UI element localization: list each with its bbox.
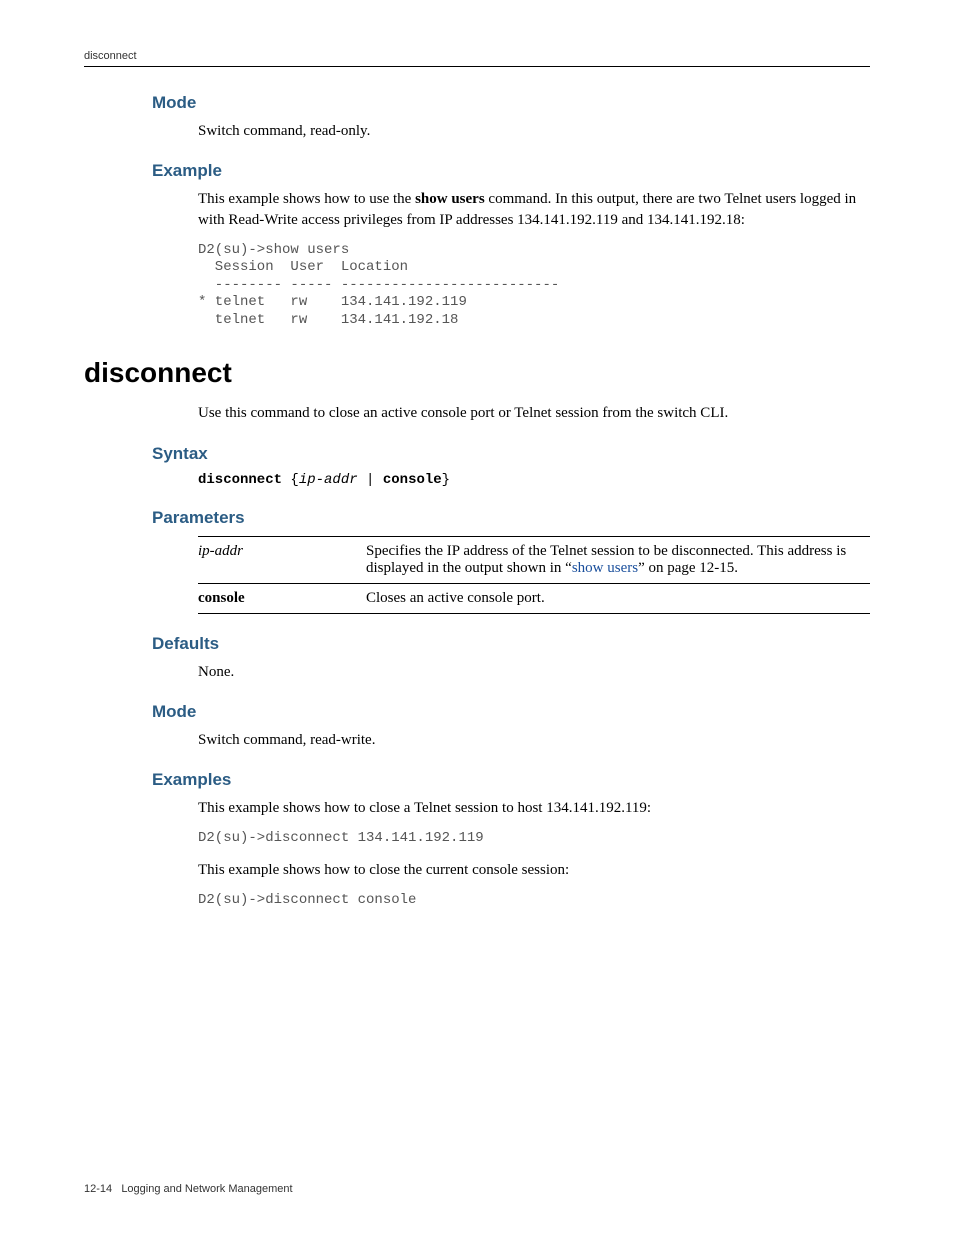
disconnect-intro: Use this command to close an active cons…	[198, 403, 870, 423]
example-intro: This example shows how to use the show u…	[198, 189, 870, 230]
header-title: disconnect	[84, 50, 137, 62]
syntax-brace-close: }	[442, 472, 450, 488]
param-name-1: ip-addr	[198, 543, 243, 559]
example-intro-bold: show users	[415, 191, 485, 207]
syntax-arg: ip-addr	[299, 472, 358, 488]
page-header: disconnect	[84, 50, 870, 67]
example-heading: Example	[152, 161, 870, 181]
param-name-2: console	[198, 590, 245, 606]
mode-text-1: Switch command, read-only.	[198, 121, 870, 141]
syntax-line: disconnect {ip-addr | console}	[198, 472, 870, 488]
examples-heading: Examples	[152, 770, 870, 790]
param-desc-1-post: ” on page 12-15.	[638, 560, 738, 576]
parameters-table: ip-addr Specifies the IP address of the …	[198, 536, 870, 614]
footer-page: 12-14	[84, 1183, 112, 1195]
syntax-pipe: |	[358, 472, 383, 488]
table-row: ip-addr Specifies the IP address of the …	[198, 536, 870, 583]
mode-heading-2: Mode	[152, 702, 870, 722]
param-desc-1: Specifies the IP address of the Telnet s…	[366, 536, 870, 583]
page-footer: 12-14 Logging and Network Management	[84, 1183, 293, 1195]
syntax-brace-open: {	[282, 472, 299, 488]
defaults-heading: Defaults	[152, 634, 870, 654]
mode-text-2: Switch command, read-write.	[198, 730, 870, 750]
syntax-cmd: disconnect	[198, 472, 282, 488]
example-1-text: This example shows how to close a Telnet…	[198, 798, 870, 818]
disconnect-heading: disconnect	[84, 357, 870, 389]
example-intro-pre: This example shows how to use the	[198, 191, 415, 207]
parameters-heading: Parameters	[152, 508, 870, 528]
example-2-text: This example shows how to close the curr…	[198, 860, 870, 880]
syntax-opt: console	[383, 472, 442, 488]
example-1-code: D2(su)->disconnect 134.141.192.119	[198, 830, 870, 848]
example-2-code: D2(su)->disconnect console	[198, 892, 870, 910]
param-desc-2: Closes an active console port.	[366, 583, 870, 613]
table-row: console Closes an active console port.	[198, 583, 870, 613]
example-code-block: D2(su)->show users Session User Location…	[198, 242, 870, 330]
syntax-heading: Syntax	[152, 444, 870, 464]
defaults-text: None.	[198, 662, 870, 682]
mode-heading-1: Mode	[152, 93, 870, 113]
show-users-link[interactable]: show users	[572, 560, 638, 576]
footer-title: Logging and Network Management	[121, 1183, 292, 1195]
